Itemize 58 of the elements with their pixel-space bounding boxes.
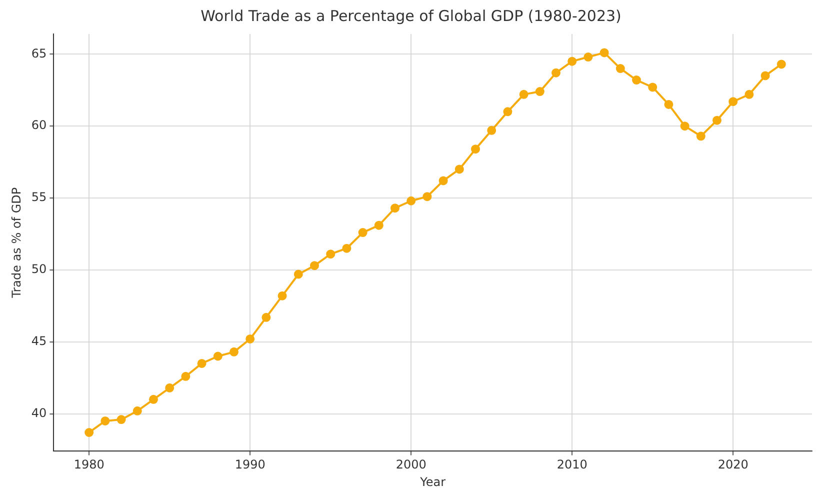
point <box>342 244 352 253</box>
x-axis-title: Year <box>419 474 446 489</box>
point <box>326 250 336 259</box>
point <box>390 204 400 213</box>
point <box>116 415 126 424</box>
point <box>181 372 190 381</box>
point <box>197 358 206 368</box>
point <box>229 347 238 356</box>
point <box>100 416 110 426</box>
point <box>246 334 255 344</box>
point <box>728 97 738 106</box>
point <box>278 291 287 300</box>
point <box>519 90 528 99</box>
point <box>422 192 432 202</box>
point <box>568 56 577 66</box>
y-tick-label: 50 <box>31 262 47 276</box>
point <box>213 352 222 361</box>
point <box>760 71 770 80</box>
point <box>487 126 496 135</box>
point <box>454 164 464 174</box>
point <box>535 87 544 96</box>
y-tick-label: 60 <box>31 118 47 132</box>
y-axis-title: Trade as % of GDP <box>9 187 24 299</box>
point <box>374 220 384 230</box>
point <box>648 82 658 92</box>
point <box>438 176 448 186</box>
point <box>84 428 94 437</box>
point <box>503 107 512 116</box>
point <box>776 60 786 69</box>
point <box>552 68 561 78</box>
x-tick-label: 1990 <box>234 458 266 472</box>
y-tick-label: 40 <box>31 406 47 420</box>
point <box>471 144 480 154</box>
point <box>310 261 319 270</box>
x-tick-label: 2020 <box>718 458 748 472</box>
point <box>712 116 722 125</box>
x-tick-label: 2000 <box>396 458 426 472</box>
y-tick-label: 65 <box>31 46 47 60</box>
point <box>744 90 754 99</box>
point <box>262 312 271 322</box>
point <box>132 406 142 416</box>
chart-title: World Trade as a Percentage of Global GDP (1980-2023) <box>200 6 622 25</box>
point <box>165 383 174 392</box>
point <box>632 76 642 85</box>
y-tick-label: 45 <box>31 334 47 348</box>
point <box>600 48 609 58</box>
point <box>406 196 416 206</box>
point <box>584 52 593 62</box>
point <box>616 64 625 74</box>
point <box>294 270 303 279</box>
x-tick-label: 2010 <box>556 458 588 472</box>
point <box>664 100 674 109</box>
point <box>148 394 158 404</box>
x-tick-label: 1980 <box>74 458 104 472</box>
point <box>680 122 690 131</box>
y-tick-label: 55 <box>31 190 47 204</box>
point <box>358 228 368 238</box>
point <box>696 132 706 141</box>
